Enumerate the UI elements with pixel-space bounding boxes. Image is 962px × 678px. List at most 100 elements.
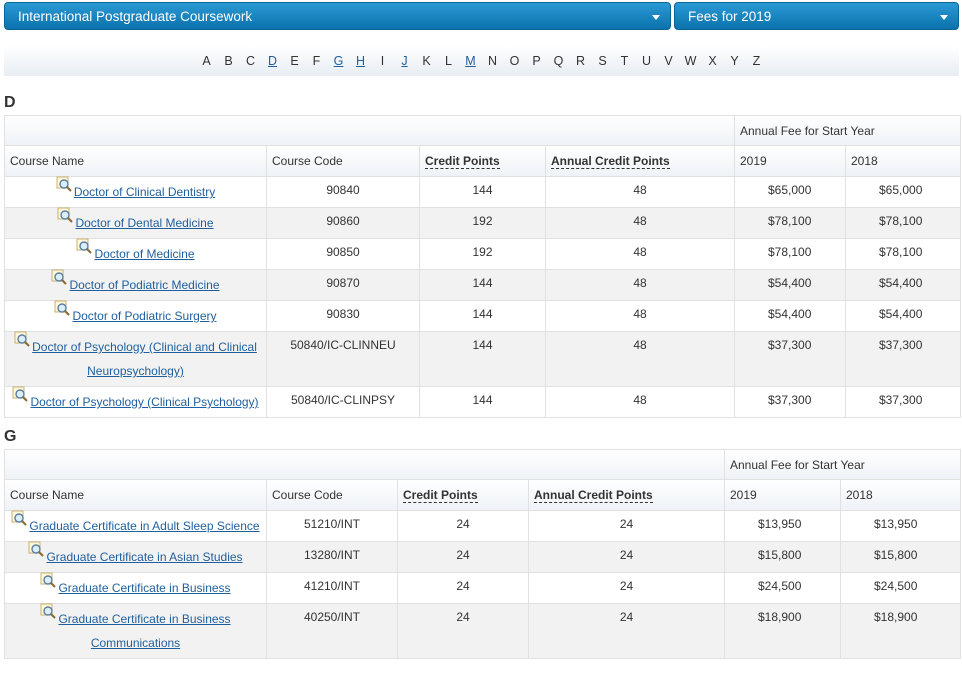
empty-header (4, 449, 725, 480)
cell: 50840/IC-CLINNEU (266, 331, 420, 387)
cell: 90830 (266, 300, 420, 332)
course-link[interactable]: Doctor of Podiatric Medicine (69, 278, 220, 292)
course-name-cell: Doctor of Dental Medicine (4, 207, 267, 239)
letter: C (245, 54, 256, 68)
value: 48 (633, 307, 647, 321)
letter: F (312, 54, 321, 68)
cell: $54,400 (844, 269, 962, 301)
icon (28, 541, 45, 557)
cell: $18,900 (724, 603, 841, 659)
course-name-cell: Graduate Certificate in Asian Studies (4, 541, 267, 573)
fee: $15,800 (758, 548, 802, 562)
icon (40, 572, 57, 588)
column-header: 2018 (839, 479, 962, 511)
course-row: Doctor of Podiatric Surgery 90830 144 48 $54… (4, 300, 962, 332)
value: 90830 (326, 307, 360, 321)
cell: 40250/INT (266, 603, 398, 659)
cell: $78,100 (734, 238, 846, 270)
value: 24 (619, 548, 634, 562)
fee: $15,800 (874, 548, 918, 562)
fee-table: Annual Fee for Start Year Course Name Cour… (4, 115, 962, 418)
column-header: 2019 (734, 145, 846, 177)
icon (76, 238, 93, 254)
value: 144 (472, 276, 493, 290)
course-link[interactable]: Doctor of Medicine (94, 247, 195, 261)
course-row: Doctor of Psychology (Clinical Psycholog… (4, 386, 962, 418)
fee: $54,400 (879, 276, 923, 290)
value: 192 (472, 214, 493, 228)
course-row: Graduate Certificate in Business Communi… (4, 603, 962, 659)
value: 50840/IC-CLINNEU (290, 338, 396, 352)
course-link[interactable]: Doctor of Clinical Dentistry (73, 185, 216, 199)
group-header: Annual Fee for Start Year (723, 449, 962, 480)
letter[interactable]: J (401, 54, 408, 68)
icon (54, 300, 71, 316)
cell: 48 (545, 269, 735, 301)
letter: L (445, 54, 452, 68)
column-header: Course Code (266, 479, 398, 511)
header-row: Course Name Course Code Credit Points Annua… (4, 479, 962, 511)
header-row: Course Name Course Code Credit Points Annua… (4, 145, 962, 177)
cell: 13280/INT (266, 541, 398, 573)
letter[interactable]: M (465, 54, 476, 68)
course-link[interactable]: Graduate Certificate in Asian Studies (46, 550, 243, 564)
fee: $13,950 (874, 517, 918, 531)
course-icon (28, 541, 45, 557)
course-link[interactable]: Doctor of Psychology (Clinical and Clini… (32, 340, 257, 378)
header-row: Annual Fee for Start Year (4, 449, 962, 480)
value: 51210/INT (303, 517, 361, 531)
course-link[interactable]: Graduate Certificate in Business Communi… (58, 612, 231, 650)
course-icon (12, 386, 29, 402)
cell: $18,900 (839, 603, 962, 659)
cell: $54,400 (844, 300, 962, 332)
letter[interactable]: G (333, 54, 344, 68)
group-header: Annual Fee for Start Year (733, 115, 962, 146)
fee: $37,300 (879, 393, 923, 407)
course-link[interactable]: Graduate Certificate in Adult Sleep Scie… (29, 519, 260, 533)
column-header-text: Credit Points (425, 154, 500, 169)
cell: $37,300 (734, 331, 846, 387)
course-link[interactable]: Graduate Certificate in Business (58, 581, 231, 595)
course-link[interactable]: Doctor of Dental Medicine (75, 216, 214, 230)
course-name-cell: Doctor of Clinical Dentistry (4, 176, 267, 208)
letter[interactable]: D (267, 54, 278, 68)
letter: P (532, 54, 541, 68)
letter: A (202, 54, 211, 68)
cell: 192 (419, 238, 546, 270)
icon (51, 269, 68, 285)
cell: $78,100 (844, 238, 962, 270)
cell: 90870 (266, 269, 420, 301)
course-name-cell: Doctor of Psychology (Clinical Psycholog… (4, 386, 267, 418)
letter[interactable]: H (355, 54, 366, 68)
value: 24 (456, 610, 470, 624)
cell: 24 (397, 510, 529, 542)
course-link[interactable]: Doctor of Podiatric Surgery (72, 309, 217, 323)
course-row: Doctor of Clinical Dentistry 90840 144 48 $6… (4, 176, 962, 208)
fee-table: Annual Fee for Start Year Course Name Cour… (4, 449, 962, 659)
column-header: Credit Points (397, 479, 529, 511)
column-header-text: Credit Points (403, 488, 478, 503)
value: 24 (619, 579, 634, 593)
course-link[interactable]: Doctor of Psychology (Clinical Psycholog… (30, 395, 259, 409)
cell: $37,300 (844, 331, 962, 387)
fee: $18,900 (758, 610, 802, 624)
letter: Q (553, 54, 564, 68)
cell: 24 (528, 603, 725, 659)
course-name-cell: Graduate Certificate in Business Communi… (4, 603, 267, 659)
course-icon (11, 510, 28, 526)
section-letter: D (4, 94, 16, 111)
cell: 48 (545, 207, 735, 239)
letter: U (641, 54, 652, 68)
cell: $13,950 (839, 510, 962, 542)
year-dropdown[interactable]: Fees for 2019 (674, 2, 959, 30)
value: 24 (456, 548, 470, 562)
fee: $54,400 (768, 276, 812, 290)
course-row: Doctor of Medicine 90850 192 48 $78,100 $78,1… (4, 238, 962, 270)
cell: 51210/INT (266, 510, 398, 542)
value: 48 (633, 183, 647, 197)
course-row: Doctor of Podiatric Medicine 90870 144 48 $5… (4, 269, 962, 301)
cell: 144 (419, 176, 546, 208)
program-dropdown[interactable]: International Postgraduate Coursework (4, 2, 671, 30)
column-header: Credit Points (419, 145, 546, 177)
